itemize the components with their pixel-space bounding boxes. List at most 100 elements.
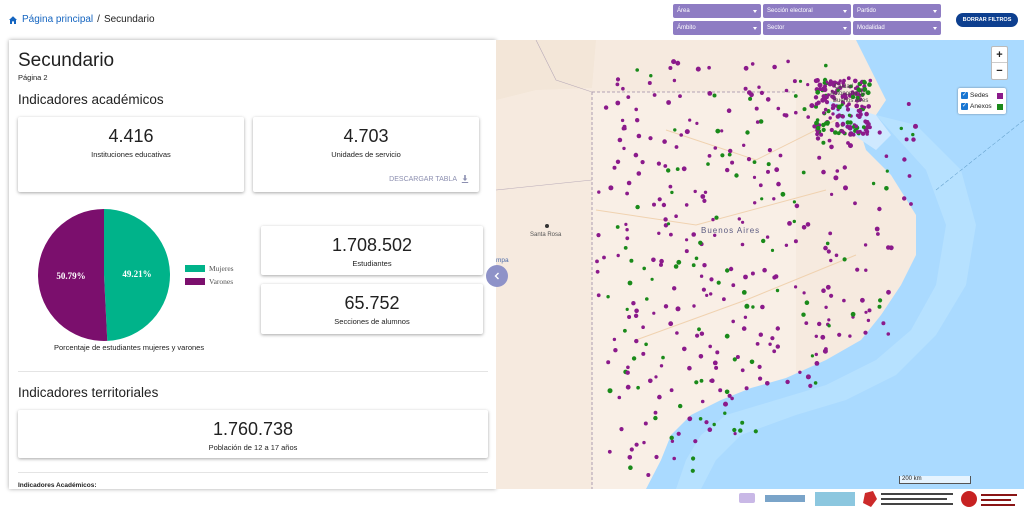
sede-marker[interactable] <box>648 136 653 141</box>
sede-marker[interactable] <box>805 222 811 227</box>
sede-marker[interactable] <box>836 81 841 86</box>
sede-marker[interactable] <box>814 352 818 357</box>
sede-marker[interactable] <box>865 132 869 136</box>
sede-marker[interactable] <box>743 65 749 71</box>
sede-marker[interactable] <box>798 370 802 374</box>
sede-marker[interactable] <box>709 292 713 296</box>
sede-marker[interactable] <box>884 154 889 158</box>
sede-marker[interactable] <box>863 243 868 247</box>
sede-marker[interactable] <box>620 118 625 123</box>
filter-ambito[interactable]: Ámbito <box>673 21 761 35</box>
anexo-marker[interactable] <box>625 307 629 311</box>
anexo-marker[interactable] <box>712 422 716 427</box>
anexo-marker[interactable] <box>661 355 665 360</box>
sede-marker[interactable] <box>659 262 663 267</box>
sede-marker[interactable] <box>684 129 690 135</box>
anexo-marker[interactable] <box>862 79 867 84</box>
sede-marker[interactable] <box>809 103 815 109</box>
anexo-marker[interactable] <box>842 257 847 262</box>
sede-marker[interactable] <box>853 78 858 84</box>
anexo-marker[interactable] <box>850 94 856 100</box>
anexo-marker[interactable] <box>850 311 856 317</box>
anexo-marker[interactable] <box>836 88 840 93</box>
sede-marker[interactable] <box>626 365 630 370</box>
sede-marker[interactable] <box>663 164 668 168</box>
sede-marker[interactable] <box>672 456 676 461</box>
sede-marker[interactable] <box>842 298 846 303</box>
sede-marker[interactable] <box>702 263 707 268</box>
anexo-marker[interactable] <box>690 468 695 473</box>
sede-marker[interactable] <box>625 228 629 232</box>
sede-marker[interactable] <box>758 332 763 337</box>
sede-marker[interactable] <box>657 197 662 202</box>
sede-marker[interactable] <box>646 473 651 477</box>
sede-marker[interactable] <box>730 160 735 165</box>
anexo-marker[interactable] <box>899 126 903 131</box>
layer-anexos[interactable]: ✓ Anexos <box>961 101 1003 112</box>
anexo-marker[interactable] <box>861 125 866 129</box>
sede-marker[interactable] <box>597 190 601 194</box>
sede-marker[interactable] <box>830 94 834 99</box>
sede-marker[interactable] <box>785 379 790 385</box>
sede-marker[interactable] <box>634 107 638 112</box>
anexo-marker[interactable] <box>607 388 613 394</box>
sede-marker[interactable] <box>782 113 787 117</box>
sede-marker[interactable] <box>627 455 633 460</box>
sede-marker[interactable] <box>653 410 658 415</box>
sede-marker[interactable] <box>663 304 669 309</box>
sede-marker[interactable] <box>634 308 639 314</box>
sede-marker[interactable] <box>668 321 674 327</box>
sede-marker[interactable] <box>633 152 639 158</box>
anexo-marker[interactable] <box>678 403 683 409</box>
filter-sector[interactable]: Sector <box>763 21 851 35</box>
sede-marker[interactable] <box>787 221 792 226</box>
sede-marker[interactable] <box>752 175 757 179</box>
sede-marker[interactable] <box>806 115 810 119</box>
anexo-marker[interactable] <box>649 74 653 78</box>
sede-marker[interactable] <box>678 94 682 98</box>
sede-marker[interactable] <box>876 232 880 236</box>
sede-marker[interactable] <box>857 114 862 119</box>
sede-marker[interactable] <box>672 286 677 291</box>
sede-marker[interactable] <box>830 106 835 111</box>
anexo-marker[interactable] <box>635 204 640 210</box>
sede-marker[interactable] <box>775 344 780 349</box>
sede-marker[interactable] <box>627 315 632 319</box>
sede-marker[interactable] <box>850 90 855 94</box>
map-canvas[interactable]: Santa Rosa mpa Buenos Aires Ciudad Autón… <box>496 40 1024 489</box>
sede-marker[interactable] <box>740 242 745 247</box>
sede-marker[interactable] <box>629 447 634 452</box>
anexo-marker[interactable] <box>856 87 862 92</box>
anexo-marker[interactable] <box>775 288 780 293</box>
anexo-marker[interactable] <box>827 324 831 328</box>
sede-marker[interactable] <box>700 399 705 404</box>
anexo-marker[interactable] <box>770 248 775 252</box>
sede-marker[interactable] <box>814 334 818 338</box>
sede-marker[interactable] <box>615 100 621 106</box>
sede-marker[interactable] <box>909 202 913 206</box>
sede-marker[interactable] <box>703 190 708 194</box>
sede-marker[interactable] <box>731 283 736 288</box>
anexo-marker[interactable] <box>698 417 703 421</box>
sede-marker[interactable] <box>835 121 839 126</box>
anexo-marker[interactable] <box>675 167 680 171</box>
sede-marker[interactable] <box>728 148 733 154</box>
sede-marker[interactable] <box>765 381 770 386</box>
sede-marker[interactable] <box>865 124 871 130</box>
sede-marker[interactable] <box>691 232 696 237</box>
sede-marker[interactable] <box>772 349 777 354</box>
sede-marker[interactable] <box>907 174 912 178</box>
sede-marker[interactable] <box>654 454 659 460</box>
anexo-marker[interactable] <box>798 79 803 83</box>
sede-marker[interactable] <box>626 180 632 186</box>
sede-marker[interactable] <box>636 133 642 139</box>
anexo-marker[interactable] <box>623 246 628 250</box>
sede-marker[interactable] <box>902 196 907 201</box>
sede-marker[interactable] <box>746 157 752 162</box>
sede-marker[interactable] <box>819 132 824 137</box>
sede-marker[interactable] <box>794 285 798 289</box>
sede-marker[interactable] <box>657 394 662 400</box>
sede-marker[interactable] <box>687 365 692 371</box>
sede-marker[interactable] <box>612 165 617 170</box>
anexo-marker[interactable] <box>644 342 648 347</box>
